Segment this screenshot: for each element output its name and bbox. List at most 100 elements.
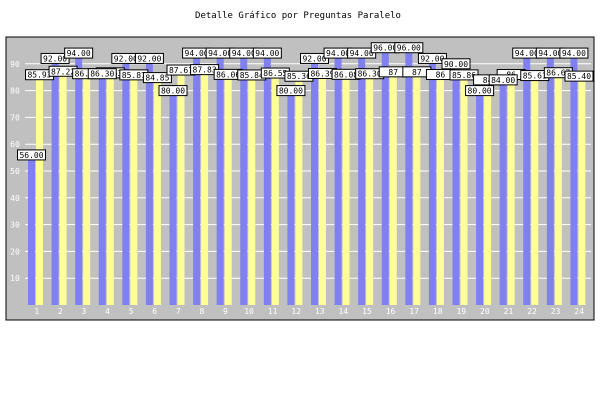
data-label-text: 86.30 (75, 70, 99, 79)
data-label-text: 94.00 (326, 49, 350, 58)
data-label-box (87, 68, 117, 80)
data-label-series1-24: 94.00 (559, 47, 589, 59)
data-label-text: 85.61 (523, 72, 547, 81)
x-tick-label-5: 5 (129, 307, 134, 316)
bar-series2-8 (201, 69, 209, 305)
data-label-text: 96.00 (397, 44, 421, 53)
data-label-text: 87 (412, 68, 422, 77)
data-label-text: 87.67 (169, 66, 193, 75)
bar-series1-19 (452, 63, 460, 305)
bar-series1-13 (311, 58, 318, 305)
y-tick-label-20: 20 (10, 247, 20, 256)
data-label-series2-6: 84.85 (142, 72, 172, 84)
data-label-box (441, 58, 471, 70)
bar-series1-9 (216, 53, 224, 305)
data-label-text: 80.00 (279, 87, 303, 96)
x-tick-label-14: 14 (339, 307, 349, 316)
data-label-box (394, 42, 424, 54)
bar-series1-20 (476, 90, 484, 305)
bar-series2-11 (271, 73, 279, 306)
bar-series2-2 (59, 71, 67, 305)
x-tick-label-7: 7 (176, 307, 181, 316)
bar-series1-6 (145, 58, 153, 305)
x-tick-label-18: 18 (433, 307, 443, 316)
bar-series1-8 (193, 53, 201, 305)
x-tick-label-8: 8 (199, 307, 204, 316)
data-label-text: 92.00 (302, 54, 326, 63)
data-label-text: 94.00 (208, 49, 232, 58)
data-label-text: 94.00 (67, 49, 91, 58)
data-label-text: 85.93 (27, 71, 51, 80)
data-label-text: 94.00 (255, 49, 279, 58)
y-tick-label-30: 30 (10, 221, 20, 230)
data-label-text: 90.00 (444, 60, 468, 69)
data-label-text: 94.00 (562, 49, 586, 58)
bar-series2-4 (106, 72, 114, 305)
bar-series1-4 (98, 73, 106, 305)
bar-series1-3 (75, 53, 83, 305)
x-tick-label-23: 23 (551, 307, 561, 316)
data-label-text: 94.00 (185, 49, 209, 58)
x-tick-label-11: 11 (268, 307, 278, 316)
bar-series1-21 (499, 79, 507, 305)
data-label-box (559, 47, 589, 59)
data-label-text: 85.40 (567, 72, 591, 81)
x-tick-label-12: 12 (291, 307, 301, 316)
data-label-box (158, 85, 188, 97)
bar-series1-16 (381, 47, 389, 305)
x-tick-label-6: 6 (152, 307, 157, 316)
data-label-text: 86.30 (358, 70, 382, 79)
data-label-text: 94.00 (232, 49, 256, 58)
data-label-series1-4: 86.30 (87, 68, 117, 80)
bar-series1-1 (28, 154, 35, 305)
data-label-box (276, 85, 306, 97)
data-label-text: 85.86 (452, 71, 476, 80)
data-label-series1-12: 80.00 (276, 85, 306, 97)
bar-series1-17 (405, 47, 413, 305)
data-label-text: 92.00 (420, 54, 444, 63)
bar-series1-22 (523, 53, 531, 305)
bar-series2-6 (153, 77, 161, 306)
bar-series2-17 (413, 71, 421, 305)
bar-series1-11 (263, 53, 271, 305)
data-label-text: 85.84 (240, 71, 264, 80)
bar-series2-10 (248, 74, 256, 306)
data-label-text: 80.00 (161, 87, 185, 96)
data-label-box (252, 47, 282, 59)
bar-series2-16 (389, 71, 397, 305)
x-tick-label-21: 21 (504, 307, 514, 316)
bar-series2-9 (224, 74, 232, 306)
bar-series2-12 (295, 76, 303, 305)
bar-series2-1 (36, 74, 43, 305)
data-label-text: 96.00 (373, 44, 397, 53)
bar-series2-13 (319, 73, 326, 306)
x-tick-label-15: 15 (362, 307, 372, 316)
data-label-text: 86.08 (334, 70, 358, 79)
bar-series2-18 (436, 74, 444, 306)
bar-series1-12 (287, 90, 295, 305)
data-label-text: 86.30 (90, 70, 114, 79)
data-label-box (17, 149, 46, 161)
x-tick-label-24: 24 (574, 307, 584, 316)
data-label-box (564, 70, 594, 82)
data-label-series1-21: 84.00 (488, 74, 518, 86)
bar-series2-24 (578, 76, 586, 306)
data-label-text: 86.55 (263, 69, 287, 78)
data-label-series1-1: 56.00 (17, 149, 46, 161)
bar-series2-19 (460, 74, 468, 305)
bar-series2-15 (366, 73, 374, 305)
y-tick-label-70: 70 (10, 113, 20, 122)
bar-series1-24 (570, 53, 578, 305)
y-tick-label-40: 40 (10, 194, 20, 203)
data-label-series1-17: 96.00 (394, 42, 424, 54)
y-tick-label-90: 90 (10, 60, 20, 69)
data-label-text: 86.39 (310, 69, 334, 78)
y-tick-label-80: 80 (10, 87, 20, 96)
data-label-text: 86 (436, 71, 446, 80)
x-tick-label-4: 4 (105, 307, 110, 316)
bar-series1-15 (358, 53, 366, 305)
bar-series1-10 (240, 53, 248, 305)
x-tick-label-2: 2 (58, 307, 63, 316)
bar-series2-22 (531, 75, 539, 305)
